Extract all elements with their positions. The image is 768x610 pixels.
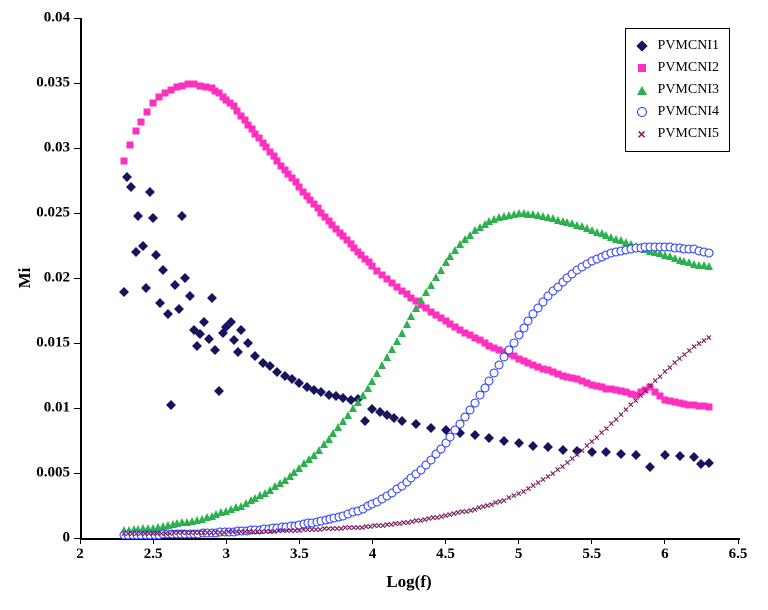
x-tick-label: 3.5 xyxy=(290,546,309,563)
data-point xyxy=(427,281,435,289)
x-tick-label: 4 xyxy=(369,546,377,563)
chart-container: Log(f) Mi PVMCNI1PVMCNI2PVMCNI3PVMCNI4×P… xyxy=(0,0,768,610)
data-point xyxy=(144,108,151,115)
x-tick xyxy=(445,538,446,544)
y-tick-label: 0.035 xyxy=(36,75,70,92)
x-tick xyxy=(738,538,739,544)
y-tick xyxy=(74,148,80,149)
legend-label: PVMCNI3 xyxy=(658,82,719,98)
legend-marker-icon xyxy=(634,38,650,54)
x-tick-label: 4.5 xyxy=(436,546,455,563)
data-point xyxy=(422,288,430,296)
data-point: × xyxy=(706,335,712,343)
data-point xyxy=(407,312,415,320)
data-point xyxy=(368,377,376,385)
y-axis-label: Mi xyxy=(15,268,35,289)
y-tick-label: 0.04 xyxy=(44,10,70,27)
x-tick xyxy=(664,538,665,544)
legend-marker-icon xyxy=(634,60,650,76)
y-tick xyxy=(74,408,80,409)
y-tick-label: 0.005 xyxy=(36,465,70,482)
data-point xyxy=(126,142,133,149)
data-point xyxy=(437,266,445,274)
x-tick-label: 5.5 xyxy=(582,546,601,563)
data-point xyxy=(383,353,391,361)
x-tick xyxy=(226,538,227,544)
data-point xyxy=(388,345,396,353)
x-tick-label: 3 xyxy=(222,546,230,563)
data-point xyxy=(705,403,712,410)
data-point xyxy=(704,249,713,258)
y-tick-label: 0.025 xyxy=(36,205,70,222)
legend-item: PVMCNI4 xyxy=(634,101,719,123)
y-tick xyxy=(74,18,80,19)
data-point xyxy=(132,128,139,135)
data-point xyxy=(359,391,367,399)
y-tick xyxy=(74,213,80,214)
legend-marker-icon: × xyxy=(634,126,650,142)
x-tick xyxy=(518,538,519,544)
data-point xyxy=(120,158,127,165)
x-tick xyxy=(80,538,81,544)
x-tick-label: 2 xyxy=(76,546,84,563)
data-point xyxy=(378,361,386,369)
data-point xyxy=(138,119,145,126)
data-point xyxy=(490,368,499,377)
data-point xyxy=(393,337,401,345)
data-point xyxy=(412,304,420,312)
data-point xyxy=(403,320,411,328)
data-point xyxy=(485,376,494,385)
y-tick-label: 0.015 xyxy=(36,335,70,352)
x-tick xyxy=(591,538,592,544)
y-tick xyxy=(74,83,80,84)
y-tick-label: 0.02 xyxy=(44,270,70,287)
legend: PVMCNI1 PVMCNI2 PVMCNI3 PVMCNI4 × PVMCNI5 xyxy=(625,28,730,152)
data-point xyxy=(705,262,713,270)
y-tick xyxy=(74,343,80,344)
x-tick xyxy=(372,538,373,544)
y-tick-label: 0 xyxy=(63,530,71,547)
data-point xyxy=(364,384,372,392)
data-point xyxy=(432,273,440,281)
x-tick-label: 5 xyxy=(515,546,523,563)
x-tick-label: 6 xyxy=(661,546,669,563)
x-tick-label: 2.5 xyxy=(144,546,163,563)
y-tick xyxy=(74,538,80,539)
y-tick xyxy=(74,278,80,279)
data-point xyxy=(417,296,425,304)
y-tick-label: 0.03 xyxy=(44,140,70,157)
y-tick xyxy=(74,473,80,474)
data-point xyxy=(373,369,381,377)
legend-item: PVMCNI3 xyxy=(634,79,719,101)
data-point xyxy=(354,398,362,406)
legend-marker-icon xyxy=(634,82,650,98)
x-tick xyxy=(299,538,300,544)
legend-item: PVMCNI1 xyxy=(634,35,719,57)
legend-label: PVMCNI2 xyxy=(658,60,719,76)
legend-label: PVMCNI5 xyxy=(658,126,719,142)
x-axis-label: Log(f) xyxy=(386,572,431,592)
legend-label: PVMCNI4 xyxy=(658,104,719,120)
x-tick-label: 6.5 xyxy=(729,546,748,563)
y-tick-label: 0.01 xyxy=(44,400,70,417)
legend-label: PVMCNI1 xyxy=(658,38,719,54)
data-point xyxy=(398,329,406,337)
legend-marker-icon xyxy=(634,104,650,120)
data-point xyxy=(495,361,504,370)
legend-item: × PVMCNI5 xyxy=(634,123,719,145)
legend-item: PVMCNI2 xyxy=(634,57,719,79)
